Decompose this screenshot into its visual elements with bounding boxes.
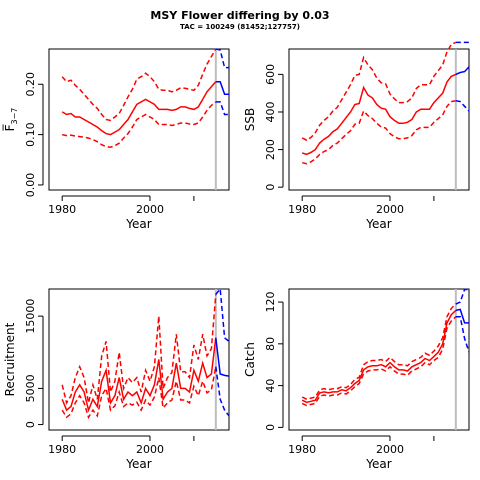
historical-estimate-line bbox=[301, 309, 457, 404]
y-tick-label: 80 bbox=[264, 337, 277, 351]
historical-upper-bound-line bbox=[301, 41, 457, 142]
x-tick-label: 1980 bbox=[48, 443, 76, 456]
x-tick-label: 2000 bbox=[376, 203, 404, 216]
historical-lower-bound-line bbox=[301, 316, 457, 407]
plot-frame bbox=[288, 288, 470, 431]
historical-upper-bound-line bbox=[61, 294, 217, 405]
historical-upper-bound-line bbox=[61, 48, 217, 122]
plot-frame bbox=[288, 48, 470, 191]
y-tick-label: 5000 bbox=[24, 374, 37, 402]
x-tick-label: 1980 bbox=[288, 203, 316, 216]
forecast-estimate-line bbox=[215, 337, 230, 377]
panel-fbar: 1980 2000 0.00 0.10 0.20 Year F̅3−7 bbox=[2, 48, 230, 231]
y-tick-label: 15000 bbox=[24, 299, 37, 334]
plot-frame bbox=[48, 48, 230, 191]
x-tick-label: 2000 bbox=[136, 443, 164, 456]
y-tick-label: 0.10 bbox=[24, 122, 37, 147]
panel-recruitment: 1980 2000 0 5000 15000 Year Recruitment bbox=[3, 287, 230, 471]
y-tick-label: 40 bbox=[264, 379, 277, 393]
y-tick-label: 0 bbox=[264, 184, 277, 191]
x-axis-label: Year bbox=[365, 457, 391, 471]
y-tick-label: 600 bbox=[264, 64, 277, 85]
x-tick-label: 2000 bbox=[136, 203, 164, 216]
panel-ssb: 1980 2000 0 200 400 600 Year SSB bbox=[243, 41, 470, 231]
y-axis-label-subscript: 3−7 bbox=[10, 108, 19, 125]
historical-estimate-line bbox=[301, 73, 457, 156]
forecast-lower-bound-line bbox=[215, 101, 229, 116]
y-axis-label: F̅3−7 bbox=[2, 108, 19, 132]
historical-estimate-line bbox=[61, 81, 217, 136]
y-tick-label: 0.00 bbox=[24, 173, 37, 198]
y-axis-label: Catch bbox=[243, 342, 257, 377]
y-tick-label: 400 bbox=[264, 101, 277, 122]
forecast-lower-bound-line bbox=[455, 99, 470, 112]
y-tick-label: 0.20 bbox=[24, 72, 37, 97]
y-tick-label: 0 bbox=[264, 424, 277, 431]
forecast-lower-bound-line bbox=[455, 315, 470, 353]
figure-title: MSY Flower differing by 0.03 bbox=[150, 9, 330, 22]
forecast-estimate-line bbox=[455, 308, 469, 324]
panel-catch: 1980 2000 0 40 80 120 Year Catch bbox=[243, 288, 470, 471]
forecast-estimate-line bbox=[215, 80, 229, 96]
x-tick-label: 2000 bbox=[376, 443, 404, 456]
historical-lower-bound-line bbox=[62, 101, 217, 148]
historical-lower-bound-line bbox=[61, 366, 217, 420]
forecast-lower-bound-line bbox=[215, 366, 230, 417]
y-axis-label: SSB bbox=[243, 108, 257, 131]
figure-subtitle: TAC = 100249 (81452;127757) bbox=[180, 23, 300, 31]
x-tick-label: 1980 bbox=[48, 203, 76, 216]
forecast-upper-bound-line bbox=[215, 287, 230, 342]
forecast-upper-bound-line bbox=[215, 48, 229, 69]
y-tick-label: 120 bbox=[264, 292, 277, 313]
forecast-estimate-line bbox=[455, 66, 470, 76]
x-tick-label: 1980 bbox=[288, 443, 316, 456]
historical-lower-bound-line bbox=[302, 99, 456, 165]
x-axis-label: Year bbox=[125, 217, 151, 231]
x-axis-label: Year bbox=[365, 217, 391, 231]
historical-upper-bound-line bbox=[301, 303, 457, 400]
historical-estimate-line bbox=[61, 337, 217, 413]
y-tick-label: 0 bbox=[24, 421, 37, 428]
plot-frame bbox=[48, 288, 230, 431]
x-axis-label: Year bbox=[125, 457, 151, 471]
y-axis-label: Recruitment bbox=[3, 322, 17, 396]
forecast-upper-bound-line bbox=[455, 288, 469, 305]
y-tick-label: 200 bbox=[264, 139, 277, 160]
